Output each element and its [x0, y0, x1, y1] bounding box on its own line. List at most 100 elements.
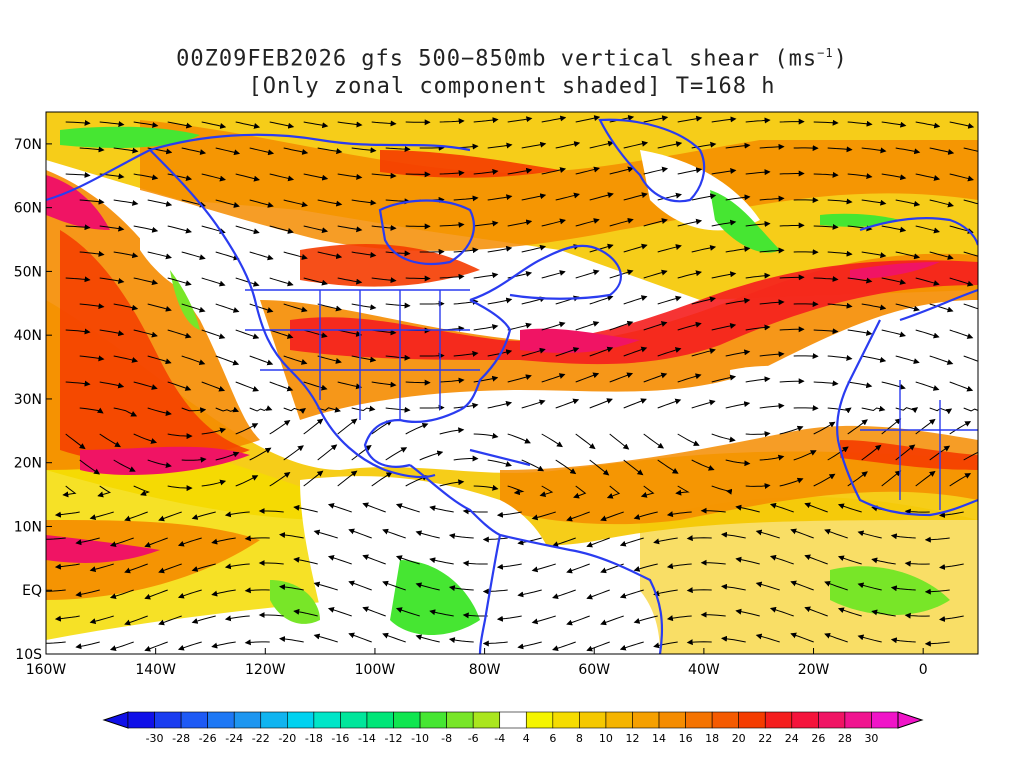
streamline — [633, 615, 658, 624]
streamline — [439, 118, 465, 125]
streamline — [215, 147, 241, 156]
streamline — [813, 119, 839, 126]
streamline — [813, 421, 836, 435]
streamline — [249, 447, 272, 461]
streamline — [473, 324, 499, 331]
streamline — [439, 221, 465, 228]
streamline — [745, 272, 771, 279]
streamline — [666, 615, 692, 622]
streamline — [871, 609, 896, 617]
streamline — [939, 615, 964, 622]
streamline — [177, 537, 202, 547]
colorbar-label: 10 — [599, 732, 613, 745]
streamline — [827, 302, 853, 309]
streamline — [317, 199, 343, 207]
streamline — [337, 381, 363, 390]
streamline — [109, 641, 134, 651]
streamline — [686, 587, 712, 594]
streamline — [915, 225, 940, 234]
streamline — [609, 217, 634, 227]
streamline — [949, 329, 974, 339]
streamline — [385, 406, 411, 413]
streamline — [824, 632, 848, 643]
colorbar-swatch — [393, 711, 421, 729]
streamline — [735, 608, 760, 617]
streamline — [448, 585, 474, 592]
streamline — [521, 399, 546, 409]
streamline — [124, 511, 148, 522]
streamline — [215, 199, 240, 208]
streamline — [439, 479, 465, 487]
latitude-axis: 70N 60N 50N 40N 30N 20N 10N EQ 10S — [14, 137, 52, 663]
streamline — [963, 251, 978, 257]
streamline — [691, 399, 716, 409]
streamline — [448, 533, 474, 540]
streamline — [215, 451, 240, 461]
streamline — [507, 167, 533, 175]
streamline — [721, 531, 746, 539]
streamline — [895, 355, 920, 364]
streamline — [643, 269, 668, 279]
colorbar-swatch — [260, 711, 288, 729]
chart-title-line-2: [Only zonal component shaded] T=168 h — [248, 74, 776, 99]
streamline — [293, 504, 318, 513]
streamline — [759, 402, 785, 409]
streamline — [283, 407, 306, 414]
colorbar-label: 24 — [785, 732, 799, 745]
streamline — [589, 192, 614, 201]
streamline — [847, 329, 873, 336]
streamline — [487, 194, 513, 201]
colorbar-swatch — [207, 711, 235, 729]
streamline — [521, 347, 546, 357]
colorbar-label: 8 — [576, 732, 583, 745]
streamline — [924, 640, 950, 647]
streamline — [521, 193, 547, 201]
streamline — [215, 303, 240, 313]
streamline — [249, 303, 274, 313]
streamline — [99, 381, 125, 389]
streamline — [623, 243, 648, 253]
streamline — [963, 355, 978, 362]
streamline — [541, 218, 566, 227]
streamline — [235, 329, 260, 340]
streamline — [837, 555, 862, 565]
streamline — [79, 459, 101, 475]
streamline — [303, 277, 328, 286]
streamline — [666, 511, 692, 518]
streamline — [552, 537, 576, 548]
streamline — [517, 641, 542, 650]
colorbar-swatch — [658, 711, 686, 729]
streamline — [167, 381, 192, 391]
streamline — [133, 433, 158, 444]
streamline — [54, 615, 80, 622]
streamline — [759, 351, 785, 358]
streamlines — [46, 115, 978, 652]
streamline — [677, 321, 702, 331]
streamline — [725, 349, 751, 357]
streamline — [235, 381, 260, 392]
streamline — [303, 121, 329, 129]
lon-tick-label: 0 — [919, 662, 928, 678]
streamline — [575, 166, 600, 175]
streamline — [633, 511, 658, 520]
streamline — [589, 295, 614, 305]
streamline — [371, 277, 397, 284]
streamline — [113, 355, 139, 363]
lat-tick-label: 40N — [14, 328, 42, 344]
streamline — [609, 166, 634, 175]
streamline — [573, 485, 587, 499]
streamline — [303, 381, 328, 391]
streamline — [861, 147, 887, 154]
streamline — [283, 147, 309, 155]
streamline — [939, 511, 964, 518]
streamline — [929, 355, 954, 365]
streamline — [317, 303, 342, 312]
streamline — [623, 192, 648, 201]
streamline — [371, 381, 397, 388]
streamline — [258, 612, 284, 618]
streamline — [215, 251, 240, 261]
streamline — [677, 270, 702, 279]
streamline — [133, 277, 159, 286]
streamline — [167, 173, 193, 181]
streamline — [144, 537, 168, 548]
